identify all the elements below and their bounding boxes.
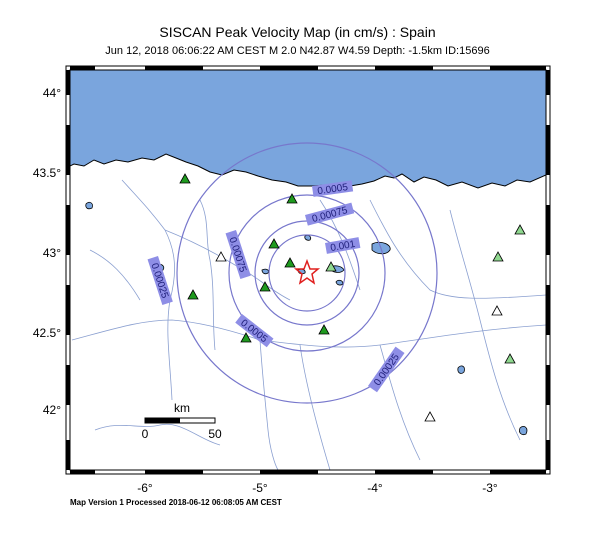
triangle-icon	[179, 173, 191, 184]
triangle-icon	[215, 251, 227, 262]
triangle-icon	[514, 224, 526, 235]
scale-end: 50	[208, 427, 222, 441]
triangle-icon	[286, 193, 298, 204]
triangle-icon	[259, 281, 271, 292]
longitude-axis: -6° -5° -4° -3°	[137, 481, 498, 495]
rivers	[71, 179, 546, 470]
lat-tick-label: 42°	[43, 403, 61, 417]
triangle-icon	[268, 238, 280, 249]
triangle-icon	[492, 251, 504, 262]
stations	[179, 173, 526, 422]
triangle-icon	[318, 324, 330, 335]
contour-0001	[268, 234, 346, 312]
triangle-icon	[504, 353, 516, 364]
map-body: 0.0005 0.00075 0.001 0.00075 0.00025 0.0…	[70, 70, 546, 470]
map-frame	[65, 65, 551, 475]
lat-tick-label: 43.5°	[33, 166, 61, 180]
contour-label-box	[225, 230, 251, 280]
lon-tick-label: -3°	[482, 481, 498, 495]
scale-start: 0	[142, 427, 149, 441]
triangle-icon	[187, 289, 199, 300]
contour-label-box	[235, 314, 274, 348]
contour-label: 0.001	[330, 239, 357, 254]
scale-unit: km	[174, 401, 190, 415]
triangle-icon	[424, 411, 436, 422]
triangle-icon	[240, 332, 252, 343]
velocity-contours	[176, 142, 438, 404]
contour-label-box	[325, 237, 361, 254]
triangle-icon	[491, 305, 503, 316]
contour-label-box	[312, 180, 354, 197]
map-footer: Map Version 1 Processed 2018-06-12 06:08…	[70, 498, 282, 507]
star-icon	[293, 258, 321, 285]
lon-tick-label: -5°	[252, 481, 268, 495]
lat-tick-label: 43°	[43, 246, 61, 260]
contour-label: 0.0005	[317, 182, 349, 197]
triangle-icon	[284, 257, 296, 268]
contour-000025	[176, 142, 438, 404]
triangle-icon	[325, 261, 337, 272]
contour-label-box	[147, 256, 173, 306]
map-subtitle: Jun 12, 2018 06:06:22 AM CEST M 2.0 N42.…	[105, 45, 490, 57]
scale-bar: km 0 50	[142, 401, 222, 441]
map-title: SISCAN Peak Velocity Map (in cm/s) : Spa…	[159, 24, 436, 40]
latitude-axis: 44° 43.5° 43° 42.5° 42°	[33, 86, 61, 417]
lat-tick-label: 44°	[43, 86, 61, 100]
contour-00005	[228, 194, 386, 352]
lon-tick-label: -4°	[367, 481, 383, 495]
lat-tick-label: 42.5°	[33, 326, 61, 340]
sea-area	[70, 70, 546, 189]
lon-tick-label: -6°	[137, 481, 153, 495]
contour-label-box	[305, 202, 355, 226]
contour-label-box	[368, 346, 405, 393]
